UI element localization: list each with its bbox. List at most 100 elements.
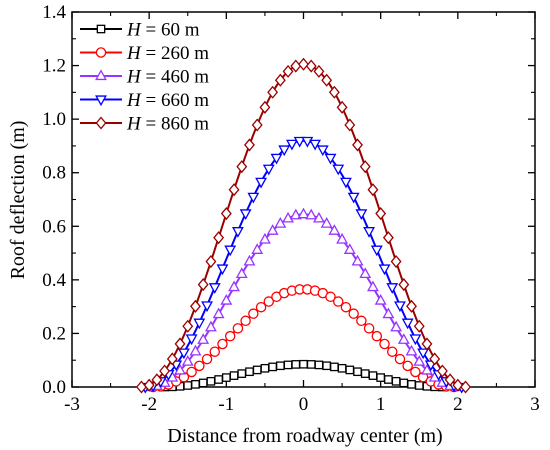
legend-label: H = 860 m xyxy=(126,114,209,135)
legend-value: = 60 m xyxy=(141,20,200,41)
square-marker xyxy=(314,360,324,370)
triangle-up-marker xyxy=(181,355,194,366)
legend-value: = 460 m xyxy=(141,67,209,88)
diamond-marker xyxy=(367,183,379,197)
y-tick-label: 0.0 xyxy=(42,377,66,398)
square-marker xyxy=(222,373,231,382)
triangle-down-marker xyxy=(378,264,391,276)
y-tick-label: 0.4 xyxy=(42,270,66,291)
triangle-up-marker xyxy=(305,208,318,220)
x-tick-label: -3 xyxy=(64,394,80,415)
square-marker xyxy=(330,362,339,372)
y-tick-label: 1.2 xyxy=(42,56,66,77)
diamond-marker xyxy=(375,207,387,221)
triangle-up-marker xyxy=(204,320,217,332)
diamond-marker xyxy=(352,138,363,152)
triangle-up-marker xyxy=(397,333,410,344)
x-tick-label: 1 xyxy=(376,394,386,415)
square-marker xyxy=(306,360,316,369)
circle-marker xyxy=(379,338,390,350)
square-marker xyxy=(206,376,216,386)
diamond-marker xyxy=(359,160,371,174)
diamond-marker xyxy=(228,183,240,197)
triangle-up-marker xyxy=(174,363,186,375)
x-tick-label: -1 xyxy=(218,394,234,415)
square-marker xyxy=(283,360,293,370)
legend-label: H = 460 m xyxy=(126,67,209,88)
circle-marker xyxy=(410,366,421,378)
triangle-up-marker xyxy=(95,69,107,81)
circle-marker xyxy=(194,360,205,372)
legend-label: H = 60 m xyxy=(126,20,200,41)
diamond-marker xyxy=(321,73,333,87)
diamond-marker xyxy=(213,231,225,245)
x-tick-label: 0 xyxy=(299,394,309,415)
triangle-down-marker xyxy=(208,283,221,294)
axes: -3 -2 -1 0 1 2 3 0.0 0.2 0.4 0.6 0.8 1.0 1.2 1.4 xyxy=(42,2,540,415)
diamond-marker xyxy=(460,380,471,394)
diamond-marker xyxy=(421,337,433,351)
diamond-marker xyxy=(413,319,425,333)
triangle-up-marker xyxy=(359,267,372,279)
triangle-up-marker xyxy=(343,243,356,254)
legend-entry-4: H = 860 m xyxy=(80,114,209,135)
legend-label: H = 660 m xyxy=(126,90,209,111)
triangle-up-marker xyxy=(258,232,271,244)
x-tick-label: -2 xyxy=(141,394,157,415)
triangle-down-marker xyxy=(224,245,237,257)
series-layer xyxy=(136,57,471,394)
square-marker xyxy=(376,373,385,382)
diamond-marker xyxy=(313,64,325,78)
y-tick-label: 1.4 xyxy=(42,2,66,23)
triangle-up-marker xyxy=(320,217,333,228)
diamond-marker xyxy=(390,254,402,269)
square-marker xyxy=(299,359,308,369)
diamond-marker xyxy=(236,160,248,174)
diamond-marker xyxy=(174,337,186,351)
legend-variable: H xyxy=(126,67,142,88)
x-axis-title: Distance from roadway center (m) xyxy=(167,425,442,447)
triangle-down-marker xyxy=(332,164,345,176)
triangle-down-marker xyxy=(95,95,107,107)
triangle-down-marker xyxy=(278,145,291,157)
legend-entry-1: H = 260 m xyxy=(80,43,209,64)
triangle-up-marker xyxy=(197,333,210,344)
triangle-down-marker xyxy=(401,318,414,330)
diamond-marker xyxy=(205,254,217,269)
square-marker xyxy=(337,363,347,373)
square-marker xyxy=(183,381,193,390)
triangle-up-marker xyxy=(351,254,364,266)
diamond-marker xyxy=(190,299,201,313)
triangle-down-marker xyxy=(239,209,252,221)
legend-value: = 260 m xyxy=(141,43,209,64)
circle-marker xyxy=(209,346,221,357)
circle-marker xyxy=(363,323,375,334)
diamond-marker xyxy=(251,118,263,132)
triangle-down-marker xyxy=(409,334,422,346)
circle-marker xyxy=(402,360,413,372)
diamond-marker xyxy=(406,299,417,313)
y-tick-label: 0.2 xyxy=(42,323,66,344)
diamond-marker xyxy=(95,116,107,130)
y-axis-title: Roof deflection (m) xyxy=(7,121,29,280)
square-marker xyxy=(391,376,401,386)
square-marker xyxy=(260,363,270,373)
square-marker xyxy=(245,367,254,377)
triangle-up-marker xyxy=(374,293,387,305)
triangle-down-marker xyxy=(285,139,298,151)
diamond-marker xyxy=(344,118,356,132)
triangle-down-marker xyxy=(216,264,229,276)
diamond-marker xyxy=(436,364,448,378)
triangle-up-marker xyxy=(382,307,395,319)
triangle-down-marker xyxy=(201,301,213,313)
x-tick-label: 3 xyxy=(530,394,540,415)
circle-marker xyxy=(186,366,197,378)
triangle-down-marker xyxy=(262,164,275,176)
diamond-marker xyxy=(328,85,340,99)
square-marker xyxy=(191,380,200,389)
circle-marker xyxy=(240,315,251,327)
square-marker xyxy=(353,367,362,377)
triangle-down-marker xyxy=(185,334,198,346)
triangle-down-marker xyxy=(324,153,337,165)
